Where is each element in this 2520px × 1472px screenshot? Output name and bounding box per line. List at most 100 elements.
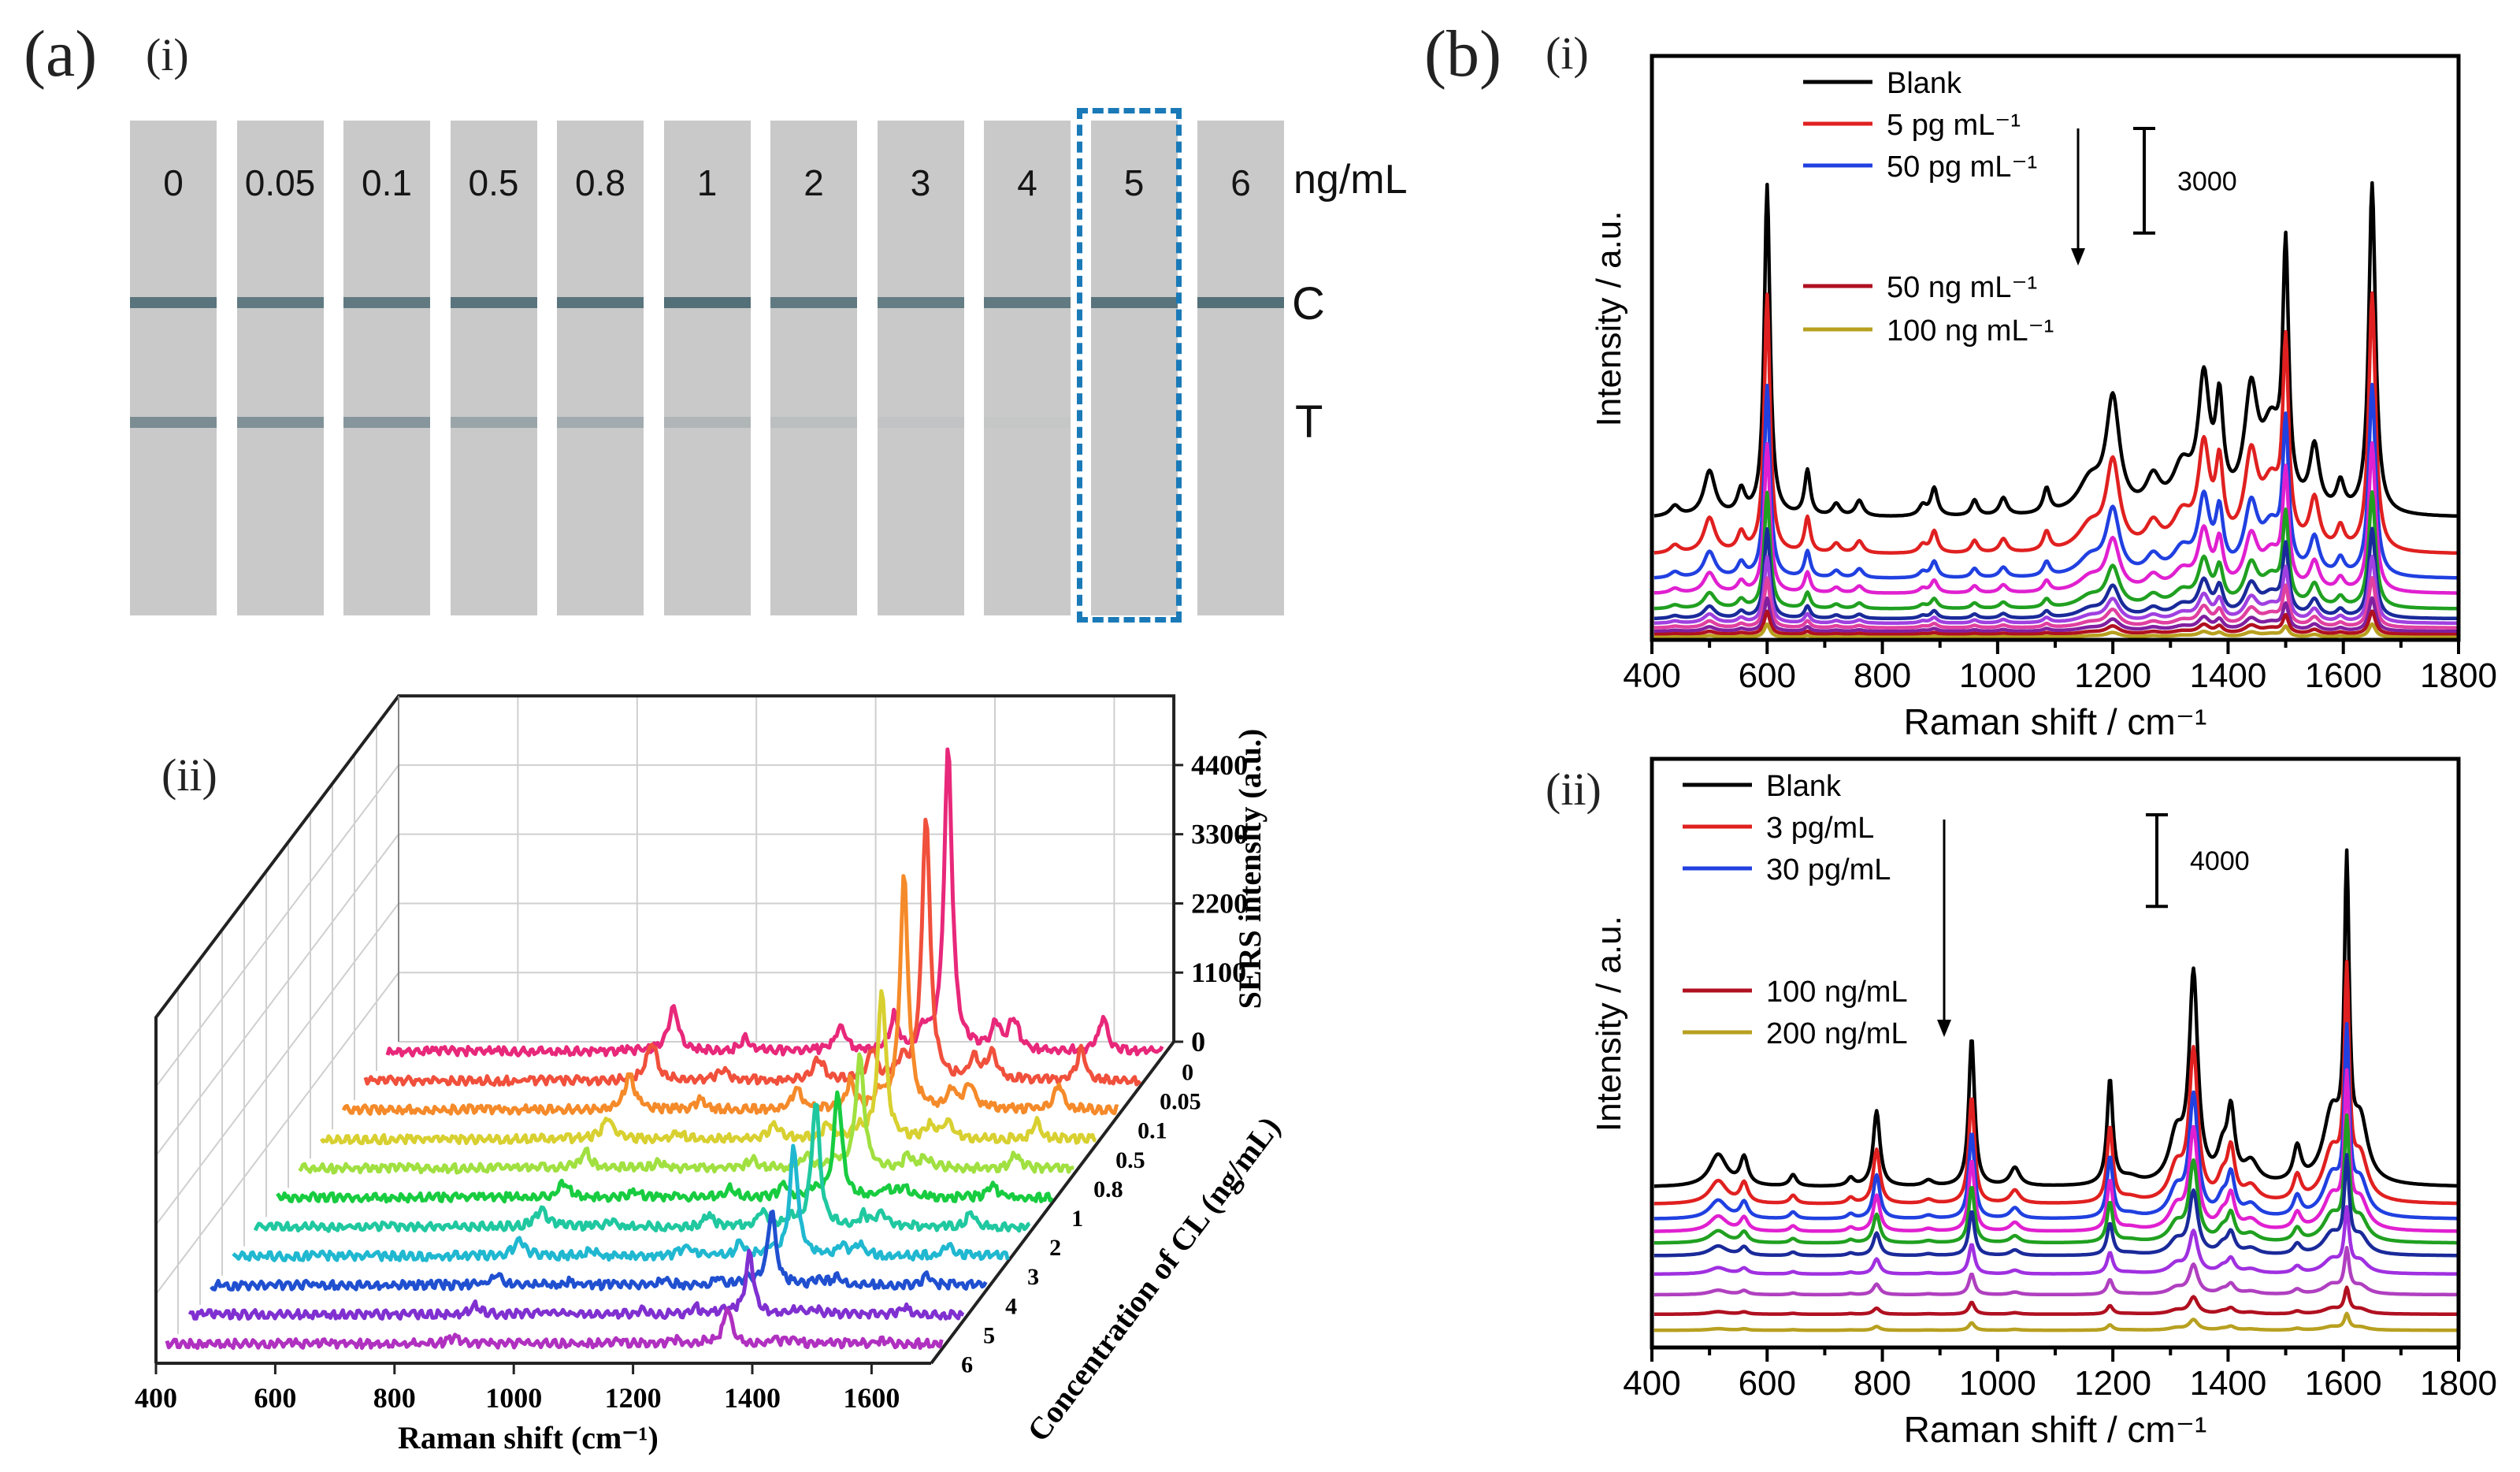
scale-bar-label: 4000 bbox=[2190, 846, 2250, 876]
test-line bbox=[130, 417, 217, 428]
series-line bbox=[1653, 1068, 2459, 1233]
control-line bbox=[770, 297, 857, 308]
y-axis-label: Concentration of CL (ng/mL) bbox=[1020, 1110, 1287, 1448]
test-strip: 0 bbox=[130, 121, 217, 615]
depth-tick-label: 0.5 bbox=[1115, 1147, 1145, 1173]
legend-label: 3 pg/mL bbox=[1766, 812, 1874, 845]
series-line bbox=[1653, 1153, 2459, 1258]
test-line bbox=[450, 417, 537, 428]
strip-concentration-label: 0.05 bbox=[244, 162, 316, 203]
scale-bar bbox=[2133, 127, 2155, 235]
strip-concentration-label: 1 bbox=[696, 162, 718, 203]
x-tick-label: 400 bbox=[135, 1382, 177, 1414]
x-tick-label: 1000 bbox=[485, 1382, 542, 1414]
series-line bbox=[385, 747, 1164, 1058]
series-line bbox=[232, 1143, 1010, 1262]
x-tick-label: 1400 bbox=[2189, 656, 2266, 695]
control-line bbox=[236, 297, 324, 308]
x-tick-label: 1000 bbox=[1959, 1364, 2036, 1403]
x-tick-label: 600 bbox=[1739, 1364, 1796, 1403]
control-line-label: C bbox=[1292, 278, 1325, 329]
x-axis-label: Raman shift / cm⁻¹ bbox=[1904, 1409, 2207, 1450]
test-strip: 0.1 bbox=[343, 121, 430, 615]
chart-b_i: 400 600 800 1000 1200 1400 1600 1800 Raman shift… bbox=[1590, 54, 2497, 742]
x-tick-label: 1800 bbox=[2420, 656, 2497, 695]
highlight-box bbox=[1077, 108, 1182, 623]
depth-tick-label: 0.05 bbox=[1160, 1089, 1201, 1115]
legend-label: 100 ng/mL bbox=[1766, 976, 1908, 1009]
depth-tick-label: 0.8 bbox=[1093, 1176, 1123, 1203]
control-line bbox=[1197, 297, 1284, 308]
series-line bbox=[1653, 490, 2459, 611]
x-axis-label: Raman shift (cm⁻¹) bbox=[398, 1420, 659, 1455]
test-strip: 0.05 bbox=[236, 121, 324, 615]
series-line bbox=[1653, 382, 2459, 580]
series-line bbox=[1653, 960, 2459, 1206]
test-strip: 5 bbox=[1090, 121, 1178, 615]
x-tick-label: 800 bbox=[1854, 1364, 1911, 1403]
depth-axis bbox=[930, 1040, 1175, 1365]
grid-line bbox=[155, 764, 399, 1087]
strip-concentration-label: 4 bbox=[1017, 162, 1037, 203]
x-tick-label: 1800 bbox=[2420, 1364, 2497, 1403]
series-line bbox=[165, 1307, 944, 1351]
z-tick-label: 3300 bbox=[1191, 819, 1248, 850]
test-strip: 2 bbox=[770, 121, 857, 615]
z-tick-label: 1100 bbox=[1191, 957, 1246, 988]
series-line bbox=[1653, 1311, 2459, 1333]
depth-tick-label: 0 bbox=[1182, 1060, 1193, 1086]
legend-label: 200 ng/mL bbox=[1766, 1017, 1908, 1050]
x-axis-label: Raman shift / cm⁻¹ bbox=[1904, 701, 2207, 742]
test-line bbox=[557, 417, 644, 428]
strip-concentration-label: 0.8 bbox=[575, 162, 625, 203]
x-tick-label: 1200 bbox=[2074, 1364, 2151, 1403]
strip-concentration-label: 2 bbox=[804, 162, 824, 203]
x-tick-label: 800 bbox=[1854, 656, 1911, 695]
control-line bbox=[130, 297, 217, 308]
series-line bbox=[1653, 1113, 2459, 1245]
legend-label: 100 ng mL⁻¹ bbox=[1887, 314, 2054, 348]
panel-label-b: (b) bbox=[1424, 17, 1501, 91]
subpanel-label-a-ii: (ii) bbox=[161, 749, 217, 801]
series-line bbox=[298, 1052, 1074, 1175]
x-tick-label: 1400 bbox=[2189, 1364, 2266, 1403]
depth-tick-label: 5 bbox=[983, 1322, 995, 1348]
series-line bbox=[1653, 526, 2459, 621]
x-tick-label: 400 bbox=[1623, 1364, 1680, 1403]
test-strip: 4 bbox=[984, 121, 1071, 615]
series-line bbox=[341, 874, 1119, 1116]
x-tick-label: 1200 bbox=[605, 1382, 662, 1414]
x-tick-label: 400 bbox=[1623, 656, 1680, 695]
control-line bbox=[450, 297, 537, 308]
arrow-head-icon bbox=[1937, 1020, 1951, 1037]
test-line bbox=[236, 417, 324, 428]
depth-tick-label: 3 bbox=[1027, 1264, 1039, 1290]
grid-line bbox=[155, 834, 399, 1157]
y-axis-label: Intensity / a.u. bbox=[1590, 916, 1628, 1132]
arrow-head-icon bbox=[2071, 248, 2085, 266]
depth-tick-label: 0.1 bbox=[1138, 1118, 1167, 1144]
series-line bbox=[1653, 1245, 2459, 1297]
test-strip: 0.5 bbox=[450, 121, 537, 615]
series-line bbox=[1653, 1205, 2459, 1276]
series-line bbox=[1653, 848, 2459, 1188]
legend-label: 50 pg mL⁻¹ bbox=[1887, 151, 2037, 184]
test-line bbox=[663, 417, 751, 428]
series-line bbox=[1653, 622, 2459, 640]
legend-label: 5 pg mL⁻¹ bbox=[1887, 109, 2021, 142]
series-line bbox=[1653, 575, 2459, 630]
scale-bar-label: 3000 bbox=[2177, 166, 2237, 196]
panel-label-a: (a) bbox=[24, 17, 98, 91]
series-line bbox=[319, 989, 1097, 1146]
legend-label: Blank bbox=[1766, 770, 1842, 803]
series-line bbox=[1653, 291, 2459, 556]
subpanel-label-b-i: (i) bbox=[1546, 28, 1589, 79]
x-tick-label: 1200 bbox=[2074, 656, 2151, 695]
series-line bbox=[187, 1248, 965, 1321]
subpanel-label-b-ii: (ii) bbox=[1546, 764, 1601, 815]
legend-label: 50 ng mL⁻¹ bbox=[1887, 271, 2037, 304]
series-line bbox=[210, 1210, 988, 1292]
test-line bbox=[770, 417, 857, 428]
x-tick-label: 1600 bbox=[2305, 656, 2382, 695]
